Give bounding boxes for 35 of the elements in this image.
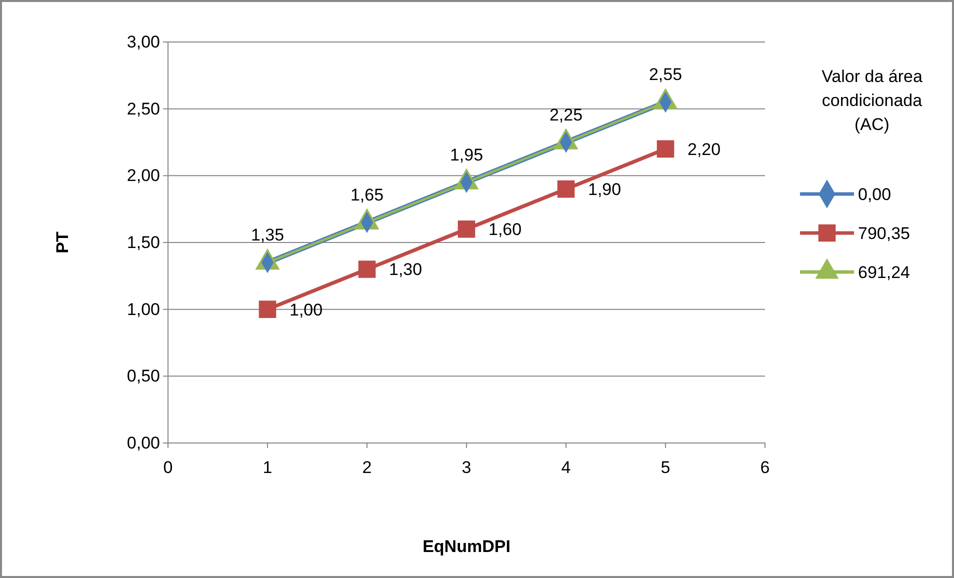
y-tick-label: 1,00 bbox=[126, 300, 160, 319]
y-tick-label: 0,50 bbox=[126, 366, 160, 386]
data-label: 1,95 bbox=[450, 145, 484, 164]
data-label: 1,60 bbox=[488, 220, 522, 240]
data-label: 2,20 bbox=[688, 140, 721, 159]
data-label: 1,30 bbox=[389, 260, 422, 280]
x-tick-label: 6 bbox=[760, 458, 770, 478]
point bbox=[656, 140, 674, 158]
y-tick-label: 2,00 bbox=[126, 166, 160, 186]
data-label: 2,55 bbox=[648, 65, 682, 84]
legend-label: 790,35 bbox=[858, 224, 910, 243]
x-tick-label: 1 bbox=[262, 458, 272, 478]
point bbox=[258, 300, 276, 318]
y-tick-label: 1,50 bbox=[126, 232, 160, 252]
data-label: 1,90 bbox=[588, 180, 622, 200]
data-label: 2,25 bbox=[549, 105, 583, 124]
point bbox=[557, 180, 575, 198]
x-tick-label: 5 bbox=[660, 458, 670, 478]
legend-title: Valor da área condicionada (AC) bbox=[822, 67, 923, 134]
point bbox=[358, 260, 376, 278]
data-label: 1,00 bbox=[290, 300, 323, 320]
x-tick-label: 0 bbox=[163, 458, 173, 478]
data-label: 1,65 bbox=[350, 185, 384, 204]
data-label: 1,35 bbox=[250, 226, 284, 245]
y-tick-label: 3,00 bbox=[126, 32, 160, 52]
legend-label: 691,24 bbox=[858, 263, 910, 282]
y-axis-title: PT bbox=[53, 231, 72, 254]
legend-label: 0,00 bbox=[858, 185, 892, 204]
x-tick-label: 3 bbox=[462, 458, 472, 478]
point bbox=[458, 220, 476, 238]
y-tick-label: 2,50 bbox=[126, 99, 160, 118]
x-tick-label: 4 bbox=[561, 458, 571, 478]
y-tick-label: 0,00 bbox=[126, 433, 160, 452]
x-axis-title: EqNumDPI bbox=[422, 537, 510, 556]
x-tick-label: 2 bbox=[362, 458, 372, 478]
